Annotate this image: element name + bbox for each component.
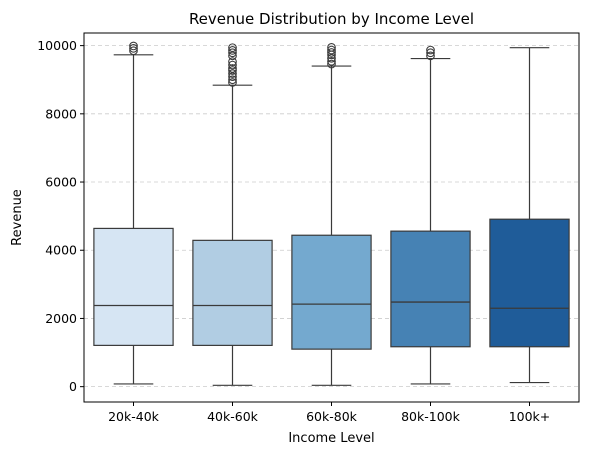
- x-axis-label: Income Level: [288, 431, 374, 446]
- outlier-point: [327, 45, 336, 55]
- box-series: [93, 41, 570, 386]
- outlier-point: [327, 59, 336, 69]
- iqr-box: [93, 227, 174, 346]
- outlier-point: [228, 57, 237, 66]
- box-20k-40k: [93, 41, 174, 385]
- outlier-point: [426, 45, 435, 55]
- x-tick-label: 40k-60k: [207, 409, 259, 424]
- box-60k-80k: [291, 42, 372, 386]
- outlier-point: [228, 48, 237, 58]
- outlier-point: [327, 53, 336, 63]
- outlier-point: [327, 42, 336, 52]
- x-tick-label: 80k-100k: [401, 409, 461, 424]
- y-tick-label: 2000: [45, 311, 77, 326]
- x-tick-label: 60k-80k: [306, 409, 358, 424]
- outlier-point: [228, 78, 237, 87]
- outlier-point: [228, 72, 237, 82]
- iqr-box: [390, 230, 471, 348]
- y-tick-label: 8000: [45, 106, 77, 121]
- outlier-point: [228, 51, 237, 61]
- y-tick-label: 4000: [45, 243, 77, 258]
- iqr-box: [291, 234, 372, 350]
- outlier-point: [228, 64, 237, 73]
- iqr-box: [489, 218, 570, 348]
- x-axis-ticks: 20k-40k 40k-60k 60k-80k 80k-100k 100k+: [108, 402, 550, 424]
- outlier-point: [228, 43, 237, 53]
- outlier-point: [129, 41, 138, 51]
- outlier-point: [426, 51, 435, 61]
- outlier-point: [129, 46, 138, 56]
- y-axis-label: Revenue: [10, 189, 25, 246]
- y-tick-label: 6000: [45, 175, 77, 190]
- x-tick-label: 20k-40k: [108, 409, 160, 424]
- x-tick-label: 100k+: [509, 409, 551, 424]
- outlier-point: [228, 69, 237, 78]
- y-axis-ticks: 0 2000 4000 6000 8000 10000: [37, 38, 84, 394]
- outlier-point: [228, 46, 237, 55]
- outlier-point: [129, 43, 138, 53]
- outlier-point: [327, 56, 336, 66]
- box-40k-60k: [192, 43, 273, 386]
- y-tick-label: 10000: [37, 38, 77, 53]
- iqr-box: [192, 239, 273, 346]
- outlier-point: [228, 60, 237, 70]
- box-100k+: [489, 47, 570, 384]
- box-80k-100k: [390, 45, 471, 385]
- y-tick-label: 0: [69, 379, 77, 394]
- outlier-point: [426, 48, 435, 58]
- chart-title: Revenue Distribution by Income Level: [189, 10, 474, 28]
- outlier-point: [228, 75, 237, 85]
- outlier-point: [327, 48, 336, 57]
